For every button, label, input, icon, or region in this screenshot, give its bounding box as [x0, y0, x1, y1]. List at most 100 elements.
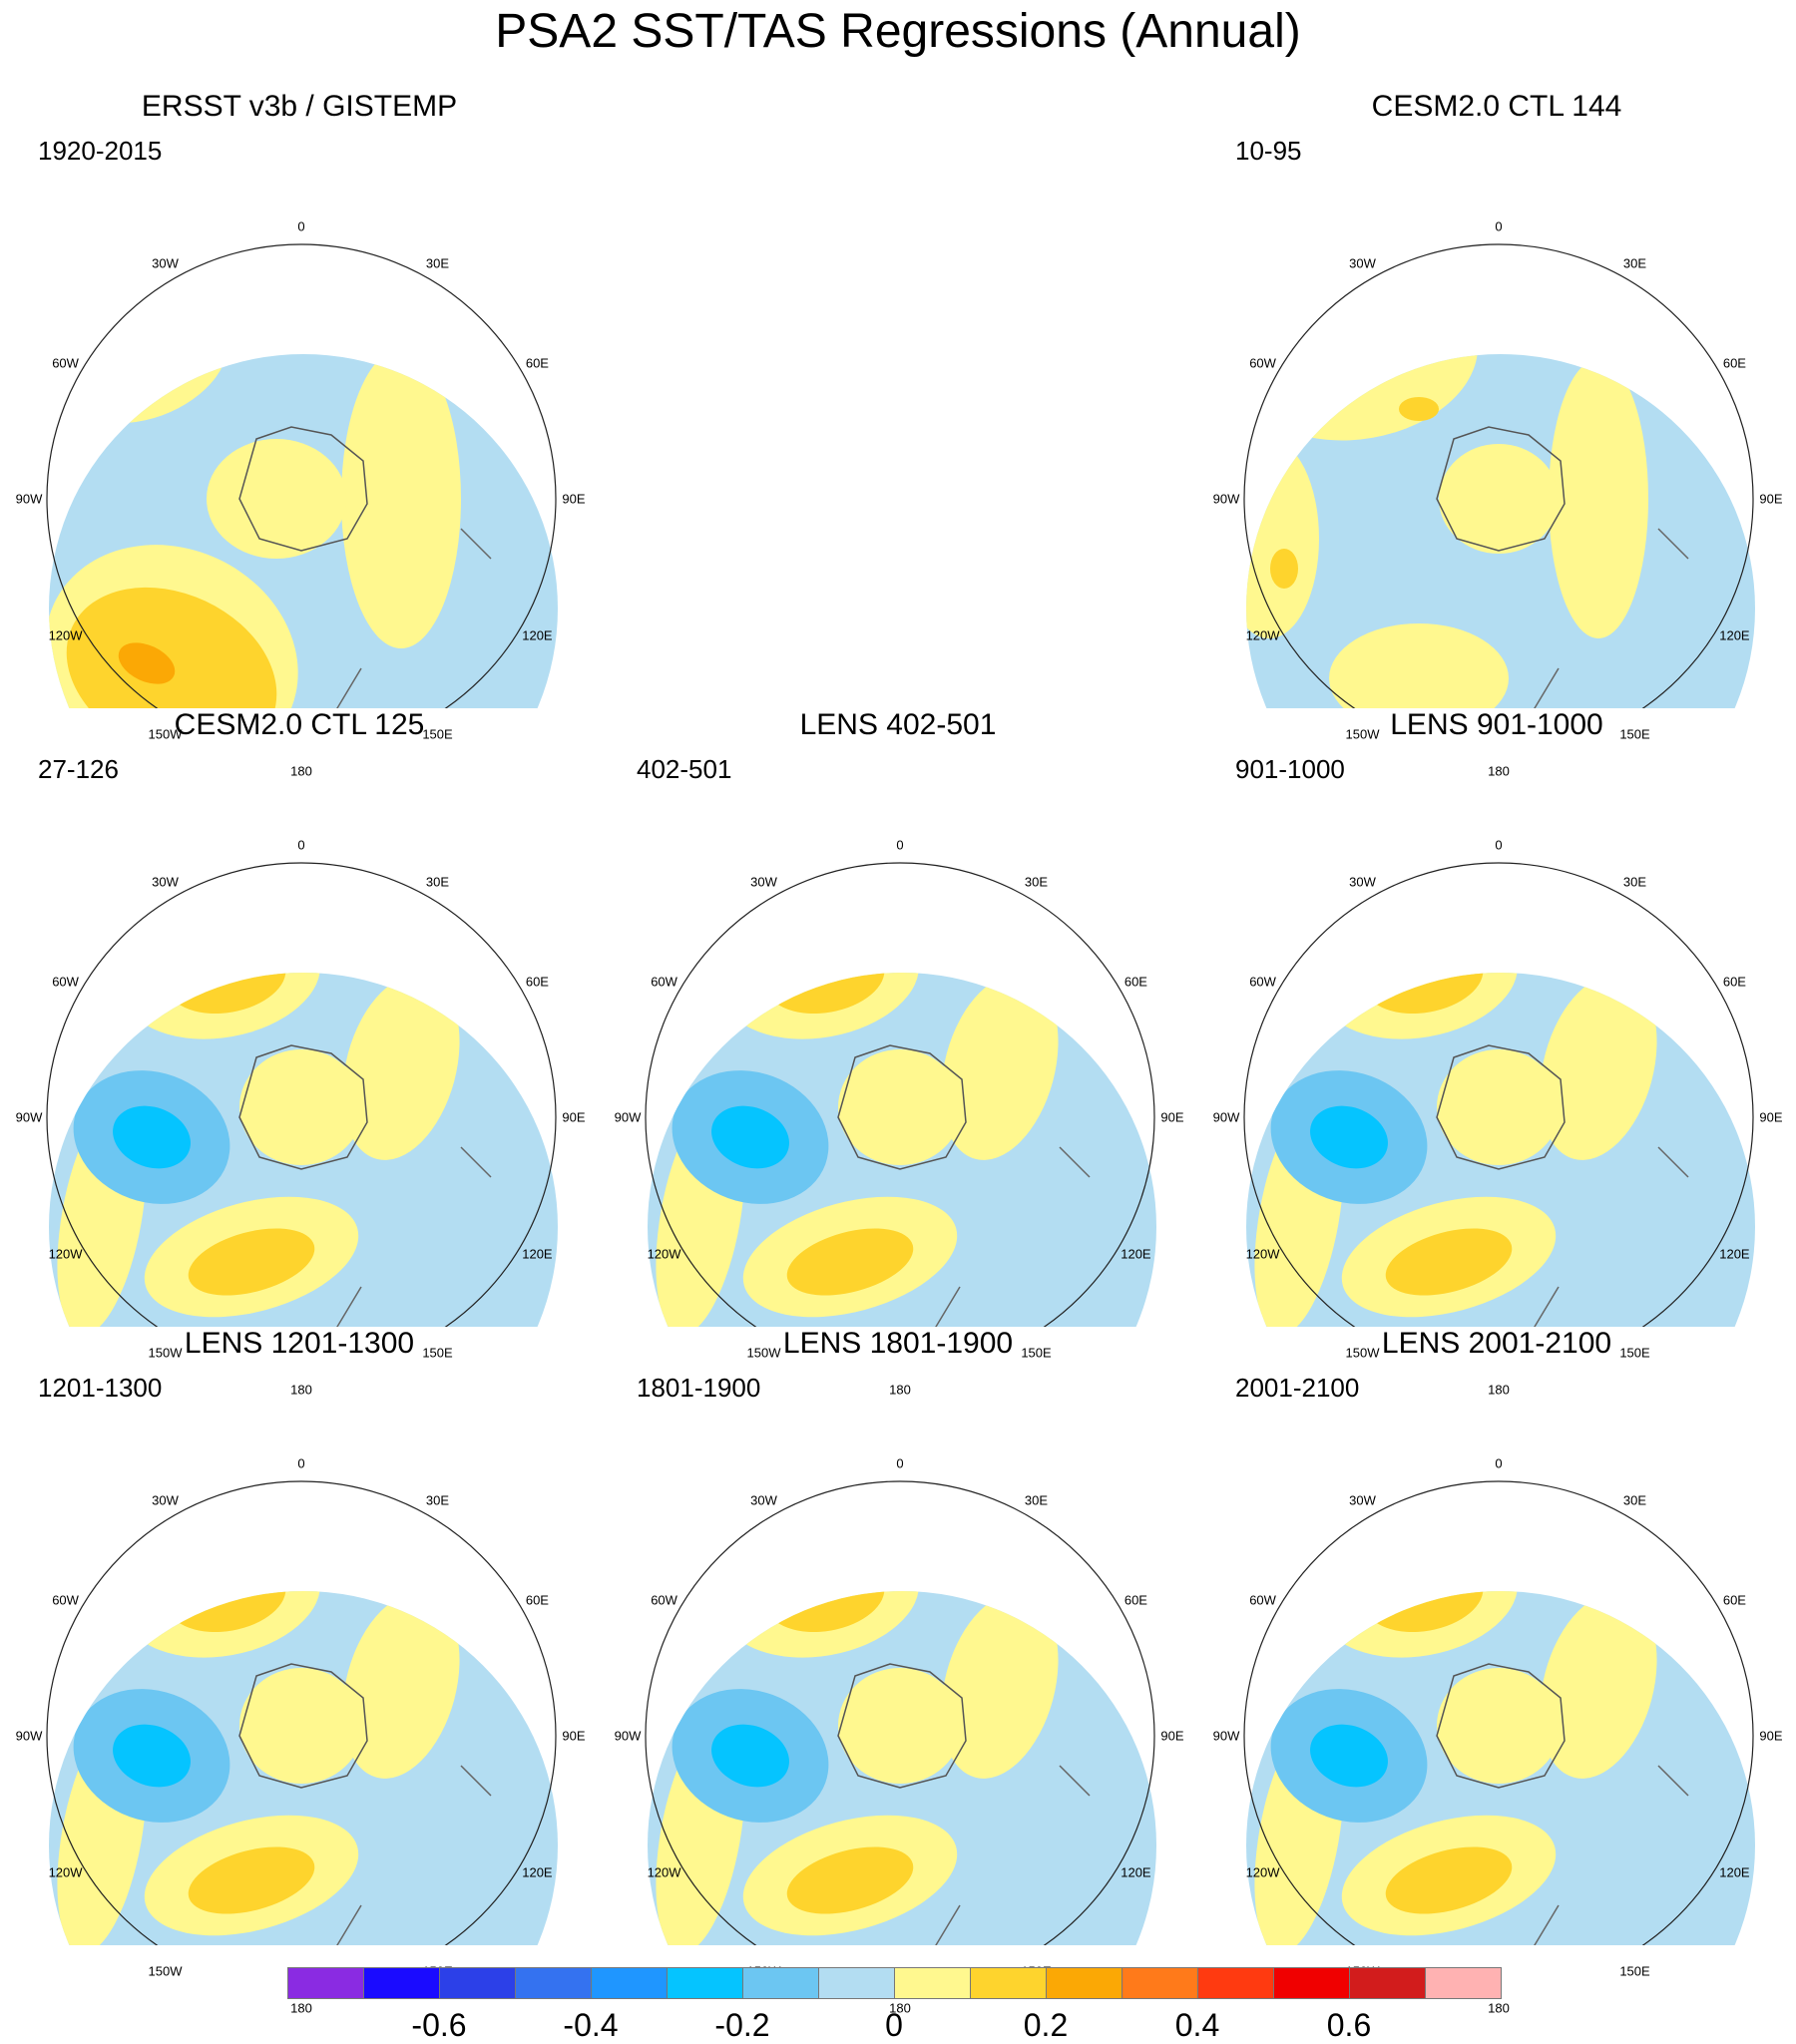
longitude-label: 150W: [1345, 1345, 1380, 1361]
colorbar-tick-label: 0.6: [1326, 2007, 1372, 2043]
longitude-label: 30E: [425, 874, 450, 890]
longitude-label: 30W: [152, 874, 179, 890]
warm-anomaly: [1540, 975, 1657, 1160]
longitude-label: 90E: [1759, 1109, 1783, 1125]
longitude-label: 90W: [15, 491, 43, 507]
colorbar-swatch: [742, 1967, 819, 1999]
longitude-label: 90W: [1212, 491, 1240, 507]
longitude-label: 150E: [1619, 1345, 1650, 1361]
antarctic-coastline: [1436, 426, 1566, 552]
polar-map: [46, 243, 558, 708]
colorbar-tick-label: 0: [885, 2007, 903, 2043]
antarctic-landmass: [1437, 1668, 1561, 1784]
map-boundary: [1243, 243, 1754, 708]
longitude-label: 60W: [1249, 355, 1276, 370]
longitude-label: 150W: [148, 1345, 183, 1361]
longitude-label: 150W: [148, 1963, 183, 1979]
longitude-label: 90E: [562, 1728, 586, 1744]
antarctic-coastline: [238, 426, 368, 552]
warm-anomaly-core: [118, 642, 176, 684]
longitude-label: 60W: [651, 1592, 677, 1607]
panel-period: 2001-2100: [1235, 1373, 1360, 1403]
longitude-label: 120W: [48, 1864, 83, 1879]
colorbar-tick-label: 0.4: [1174, 2007, 1220, 2043]
longitude-label: 60W: [52, 1592, 79, 1607]
antarctic-landmass: [239, 1049, 363, 1165]
longitude-label: 30E: [1622, 255, 1647, 271]
colorbar-swatch: [1046, 1967, 1122, 1999]
longitude-label: 0: [297, 218, 305, 234]
longitude-label: 90E: [562, 1109, 586, 1125]
panel-title: LENS 1201-1300: [184, 1327, 415, 1360]
warm-anomaly: [341, 354, 461, 648]
panel-period: 27-126: [38, 754, 119, 784]
longitude-label: 60W: [1249, 974, 1276, 989]
colorbar-swatch: [363, 1967, 440, 1999]
longitude-label: 180: [290, 763, 312, 779]
warm-anomaly-core: [1385, 1846, 1513, 1914]
cold-anomaly-core: [113, 1724, 191, 1788]
longitude-label: 180: [889, 1382, 911, 1398]
longitude-label: 120E: [1719, 1246, 1750, 1261]
colorbar-swatch: [515, 1967, 592, 1999]
longitude-label: 150E: [1021, 1345, 1052, 1361]
longitude-label: 150W: [746, 1345, 781, 1361]
colorbar-swatch: [591, 1967, 668, 1999]
panel-title: LENS 402-501: [799, 708, 997, 741]
map-panel-lens2001: LENS 2001-2100 2001-2100 0 30E 60E 90E 120E 150…: [1197, 1327, 1796, 2016]
longitude-label: 60W: [1249, 1592, 1276, 1607]
cold-anomaly: [49, 424, 70, 534]
longitude-label: 30E: [425, 1492, 450, 1508]
longitude-label: 90E: [1160, 1109, 1184, 1125]
longitude-label: 60E: [525, 974, 549, 989]
longitude-label: 120E: [522, 1864, 553, 1879]
longitude-label: 30E: [1024, 1492, 1049, 1508]
colorbar-swatch: [818, 1967, 895, 1999]
longitude-label: 60E: [525, 355, 549, 370]
longitude-label: 60E: [525, 1592, 549, 1607]
polar-map: [1243, 1480, 1755, 1945]
longitude-label: 0: [1495, 218, 1503, 234]
longitude-label: 180: [290, 2000, 312, 2016]
panel-title: LENS 1801-1900: [782, 1327, 1014, 1360]
panel-title: ERSST v3b / GISTEMP: [141, 90, 458, 123]
longitude-label: 90W: [1212, 1109, 1240, 1125]
longitude-label: 0: [1495, 1455, 1503, 1471]
colorbar-swatch: [1197, 1967, 1274, 1999]
longitude-label: 120W: [48, 1246, 83, 1261]
longitude-label: 120W: [1245, 1864, 1280, 1879]
polar-map: [645, 1480, 1156, 1945]
longitude-label: 60W: [52, 355, 79, 370]
map-panel-ctl144: CESM2.0 CTL 144 10-95 0 30E 60E 90E 120E 150E 18…: [1197, 90, 1796, 779]
cold-anomaly-core: [711, 1105, 789, 1169]
longitude-label: 150E: [1619, 1963, 1650, 1979]
longitude-label: 60W: [52, 974, 79, 989]
warm-anomaly-core: [188, 1228, 315, 1296]
map-boundary: [645, 862, 1155, 1327]
colorbar: [287, 1967, 1502, 1999]
antarctic-coastline: [238, 1663, 368, 1789]
colorbar-tick-label: 0.2: [1023, 2007, 1069, 2043]
longitude-label: 150W: [1345, 726, 1380, 742]
antarctic-coastline: [238, 1044, 368, 1170]
longitude-label: 120W: [48, 627, 83, 642]
warm-anomaly: [342, 1593, 460, 1779]
panel-title: LENS 901-1000: [1390, 708, 1603, 741]
polar-map: [46, 862, 558, 1327]
panel-period: 402-501: [637, 754, 732, 784]
longitude-label: 120E: [1719, 1864, 1750, 1879]
longitude-label: 30W: [152, 255, 179, 271]
cold-anomaly-core: [1310, 1105, 1388, 1169]
antarctic-landmass: [838, 1049, 962, 1165]
colorbar-swatch: [287, 1967, 364, 1999]
longitude-label: 90E: [1759, 491, 1783, 507]
warm-anomaly-core: [1385, 1228, 1513, 1296]
antarctic-landmass: [207, 439, 346, 559]
warm-anomaly: [1540, 1593, 1657, 1779]
colorbar-swatch: [1349, 1967, 1426, 1999]
colorbar-swatch: [667, 1967, 743, 1999]
panel-title: LENS 2001-2100: [1381, 1327, 1612, 1360]
map-panel-lens1201: LENS 1201-1300 1201-1300 0 30E 60E 90E 120E 150…: [0, 1327, 599, 2016]
warm-anomaly-core: [786, 1846, 914, 1914]
map-boundary: [645, 1480, 1155, 1945]
